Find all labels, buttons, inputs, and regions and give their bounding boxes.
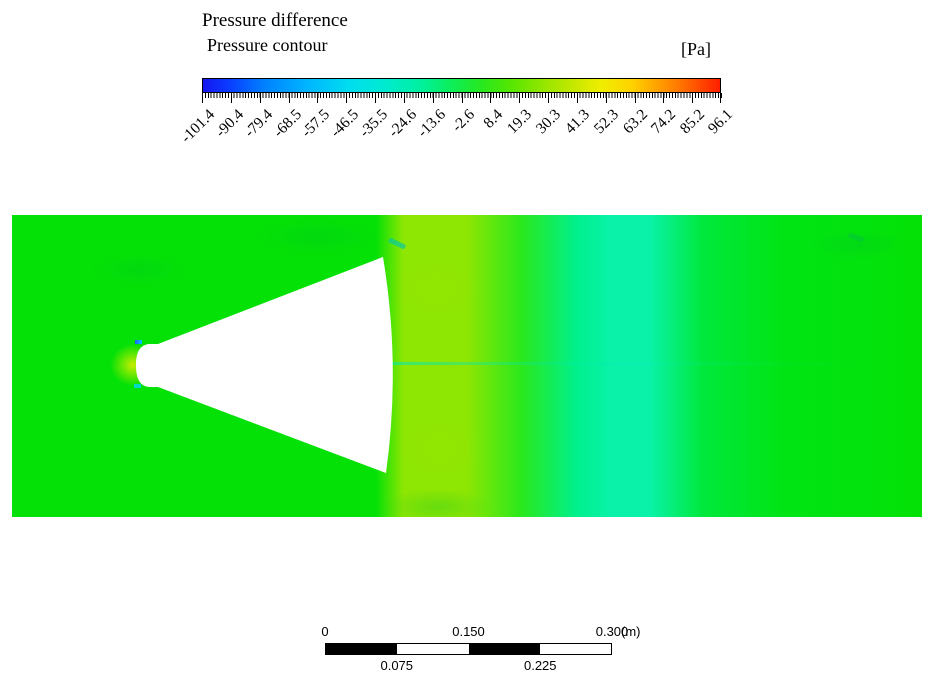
colorbar-tick (720, 93, 721, 103)
scale-label-bottom: 0.225 (523, 658, 557, 673)
scale-label-top: 0.300 (595, 624, 629, 639)
scale-bar-segment (539, 644, 611, 654)
flow-feature-upper-wake-patch (382, 247, 492, 331)
colorbar-major-ticks (202, 93, 722, 103)
colorbar-tick (548, 93, 549, 103)
fan-body-shape (136, 257, 393, 473)
colorbar-tick (462, 93, 463, 103)
colorbar-tick (231, 93, 232, 103)
colorbar-tick (606, 93, 607, 103)
colorbar-tick (260, 93, 261, 103)
colorbar-tick-label: -2.6 (448, 106, 479, 136)
colorbar-tick (577, 93, 578, 103)
colorbar-tick-label: -57.5 (298, 106, 334, 141)
flow-feature-lower-wake-patch (385, 407, 495, 491)
colorbar-tick-label: 85.2 (676, 106, 709, 138)
colorbar-tick-label: -79.4 (241, 106, 277, 141)
colorbar-tick-label: 19.3 (503, 106, 536, 138)
colorbar-tick-label: -35.5 (356, 106, 392, 141)
colorbar-tick (490, 93, 491, 103)
scale-label-bottom: 0.075 (380, 658, 414, 673)
colorbar-tick-label: 96.1 (704, 106, 737, 138)
scale-unit-label: (m) (621, 624, 641, 639)
flow-feature-nose-bottom-speck (134, 384, 141, 388)
colorbar-tick-label: 41.3 (561, 106, 594, 138)
scale-bar: 0 0.150 0.300 (m) 0.075 0.225 (321, 624, 655, 676)
flow-feature-nose-top-speck (135, 340, 142, 344)
colorbar-tick (346, 93, 347, 103)
colorbar-tick-label: 30.3 (532, 106, 565, 138)
page-title: Pressure difference (202, 10, 348, 31)
colorbar-tick-label: 8.4 (480, 106, 507, 132)
colorbar-tick (317, 93, 318, 103)
colorbar-tick (375, 93, 376, 103)
contour-plot (12, 215, 922, 517)
scale-bar-segment (397, 644, 469, 654)
scale-label-top: 0.150 (452, 624, 485, 639)
scale-bar-ruler (325, 643, 612, 655)
colorbar-gradient (202, 78, 721, 93)
colorbar-tick-label: -13.6 (414, 106, 450, 141)
colorbar-tick-label: -90.4 (212, 106, 248, 141)
page-subtitle: Pressure contour (207, 35, 328, 55)
unit-label: [Pa] (681, 39, 711, 59)
colorbar-tick-label: -46.5 (327, 106, 363, 141)
colorbar-tick (635, 93, 636, 103)
flow-feature-wake-centerline (390, 362, 922, 365)
colorbar-tick (202, 93, 203, 103)
colorbar-tick-label: 52.3 (590, 106, 623, 138)
colorbar-tick-label: 74.2 (647, 106, 680, 138)
colorbar-tick-labels: -101.4 -90.4 -79.4 -68.5 -57.5 -46.5 -35.5 -24.… (178, 106, 736, 166)
scale-label-top: 0 (321, 624, 329, 639)
scale-bar-segment (468, 644, 540, 654)
colorbar-tick (663, 93, 664, 103)
scale-bar-segment (326, 644, 398, 654)
colorbar-tick (404, 93, 405, 103)
colorbar-tick (289, 93, 290, 103)
colorbar-tick-label: 63.2 (619, 106, 652, 138)
colorbar-tick-label: -24.6 (385, 106, 421, 141)
colorbar-tick (433, 93, 434, 103)
colorbar-tick-label: -68.5 (270, 106, 306, 141)
colorbar-tick (692, 93, 693, 103)
colorbar-tick (519, 93, 520, 103)
